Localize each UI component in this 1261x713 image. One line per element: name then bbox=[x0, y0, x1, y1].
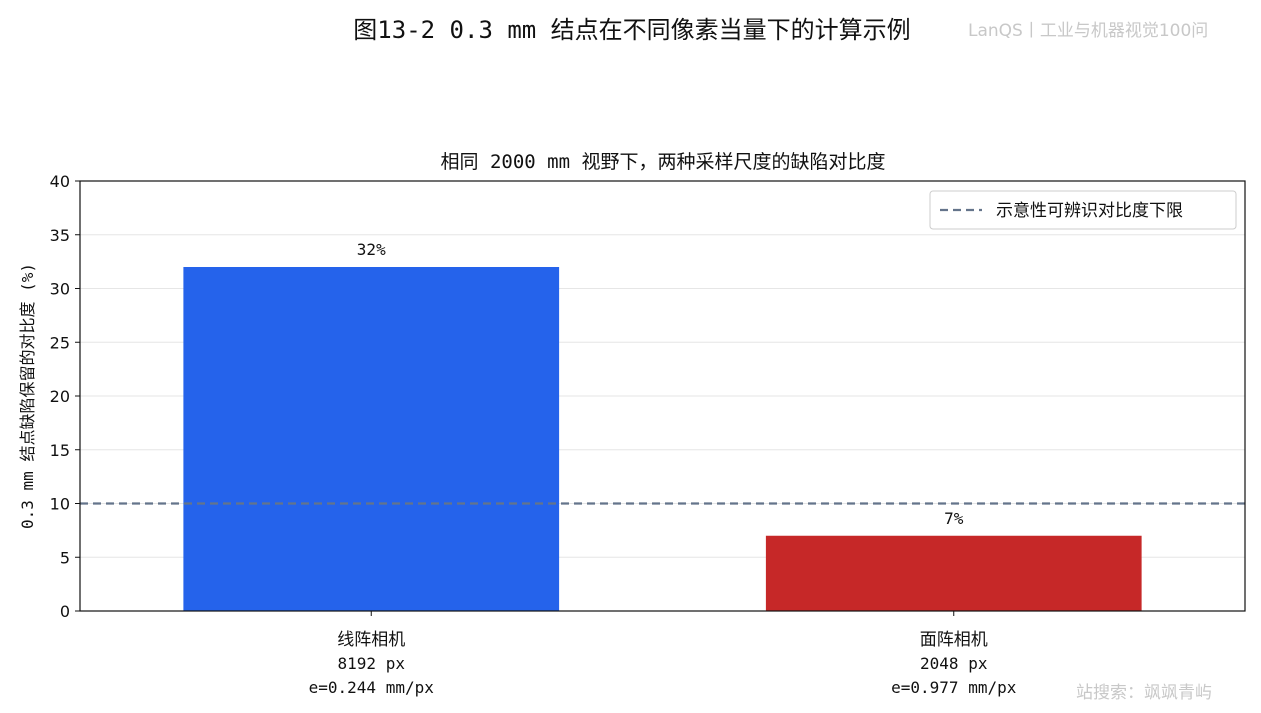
legend: 示意性可辨识对比度下限 bbox=[929, 190, 1237, 230]
y-tick-label: 20 bbox=[50, 387, 70, 406]
watermark-top: LanQS丨工业与机器视觉100问 bbox=[968, 21, 1209, 41]
y-tick-label: 0 bbox=[60, 602, 70, 621]
figure-title: 图13-2 0.3 mm 结点在不同像素当量下的计算示例 bbox=[353, 16, 910, 44]
y-tick-label: 5 bbox=[60, 548, 70, 567]
bar-value-label: 7% bbox=[944, 509, 964, 528]
bar-value-label: 32% bbox=[357, 240, 386, 259]
y-axis: 0 5 10 15 20 25 30 35 40 bbox=[50, 172, 80, 621]
watermark-bottom: 站搜索：飒飒青屿 bbox=[1076, 683, 1212, 703]
y-tick-label: 25 bbox=[50, 333, 70, 352]
x-tick-pixels: 2048 px bbox=[920, 654, 988, 673]
y-axis-label: 0.3 mm 结点缺陷保留的对比度 (%) bbox=[18, 263, 37, 529]
y-tick-label: 30 bbox=[50, 280, 70, 299]
chart-title: 相同 2000 mm 视野下，两种采样尺度的缺陷对比度 bbox=[441, 151, 886, 173]
y-tick-label: 15 bbox=[50, 441, 70, 460]
bars: 32% 7% bbox=[183, 240, 1142, 611]
legend-box bbox=[929, 190, 1237, 230]
bar bbox=[765, 535, 1142, 611]
y-tick-label: 35 bbox=[50, 226, 70, 245]
legend-threshold-label: 示意性可辨识对比度下限 bbox=[996, 201, 1183, 221]
x-tick-equivalent: e=0.977 mm/px bbox=[891, 678, 1017, 697]
x-tick-label: 面阵相机 bbox=[920, 630, 988, 650]
x-tick-pixels: 8192 px bbox=[338, 654, 406, 673]
y-tick-label: 10 bbox=[50, 495, 70, 514]
y-tick-label: 40 bbox=[50, 172, 70, 191]
x-axis: 线阵相机 8192 px e=0.244 mm/px 面阵相机 2048 px e=0.9… bbox=[309, 611, 1017, 697]
x-tick-equivalent: e=0.244 mm/px bbox=[309, 678, 435, 697]
x-tick-label: 线阵相机 bbox=[337, 630, 405, 650]
plot-frame bbox=[79, 180, 1246, 612]
bar bbox=[183, 267, 560, 611]
